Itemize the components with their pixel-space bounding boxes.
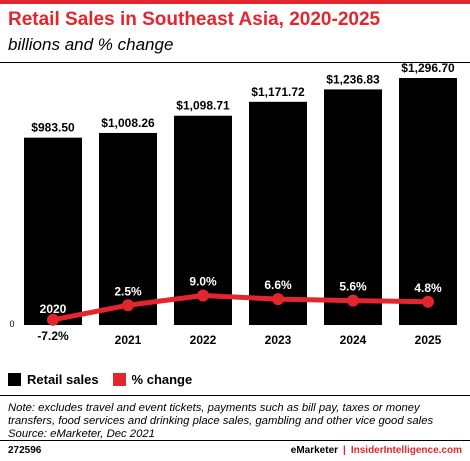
percent-change-labels: -7.2% 2.5% 9.0% 6.6% 5.6% 4.8%	[37, 275, 442, 343]
legend: Retail sales % change	[8, 372, 206, 387]
bar-value-label: $1,008.26	[101, 116, 155, 130]
bar-2023	[249, 101, 307, 325]
legend-label-percent-change: % change	[131, 372, 193, 387]
brand-emarketer: eMarketer	[290, 445, 339, 456]
bar-2020	[24, 137, 82, 325]
bar-value-labels: $983.50 $1,008.26 $1,098.71 $1,171.72 $1,236…	[31, 61, 455, 135]
zero-baseline-label: 0	[9, 319, 14, 329]
percent-change-label: 9.0%	[189, 275, 217, 289]
percent-change-series	[47, 289, 434, 326]
percent-change-line	[50, 293, 431, 323]
category-label: 2023	[265, 333, 292, 347]
category-label: 2022	[190, 333, 217, 347]
source-text: Source: eMarketer, Dec 2021	[8, 428, 155, 440]
brand-separator: |	[343, 445, 346, 456]
category-label: 2021	[115, 333, 142, 347]
category-labels: 2020 2021 2022 2023 2024 2025	[40, 302, 442, 347]
top-accent-bar	[0, 0, 470, 4]
legend-label-retail-sales: Retail sales	[27, 372, 99, 387]
legend-swatch-retail-sales	[8, 373, 21, 386]
note-text: Note: excludes travel and event tickets,…	[8, 402, 434, 427]
bar-2025	[399, 78, 457, 325]
category-label: 2020	[40, 302, 67, 316]
percent-change-label: 4.8%	[414, 281, 442, 295]
chart-notes: Note: excludes travel and event tickets,…	[8, 402, 464, 441]
percent-change-point	[272, 293, 284, 306]
header-divider	[0, 62, 470, 63]
legend-swatch-percent-change	[112, 373, 126, 386]
percent-change-point	[122, 299, 134, 312]
percent-change-point	[347, 294, 359, 307]
footer-divider-bottom	[0, 440, 470, 441]
percent-change-point	[197, 289, 209, 302]
bar-value-label: $1,171.72	[251, 85, 305, 99]
category-label: 2024	[340, 333, 367, 347]
percent-change-label: 2.5%	[114, 284, 142, 298]
chart-id: 272596	[8, 445, 42, 456]
category-label: 2025	[415, 333, 442, 347]
legend-item-retail-sales: Retail sales	[8, 372, 99, 387]
footer-divider-top	[0, 395, 470, 396]
percent-change-label: -7.2%	[37, 329, 69, 343]
chart-area: $983.50 $1,008.26 $1,098.71 $1,171.72 $1,236…	[9, 61, 457, 347]
chart-subtitle: billions and % change	[8, 35, 174, 54]
footer-brand: eMarketer | InsiderIntelligence.com	[291, 445, 462, 456]
bar-value-label: $1,236.83	[326, 72, 380, 86]
bar-value-label: $1,098.71	[176, 99, 230, 113]
bar-2024	[324, 89, 382, 325]
bar-value-label: $1,296.70	[401, 61, 455, 75]
percent-change-point	[422, 295, 434, 308]
chart-title: Retail Sales in Southeast Asia, 2020-202…	[8, 9, 381, 30]
bar-value-label: $983.50	[31, 121, 75, 135]
percent-change-label: 5.6%	[339, 280, 367, 294]
percent-change-label: 6.6%	[264, 278, 292, 292]
percent-change-point	[47, 313, 59, 326]
brand-insider-intelligence: InsiderIntelligence.com	[350, 445, 462, 456]
bar-2021	[99, 132, 157, 325]
legend-item-percent-change: % change	[112, 372, 193, 387]
bar-series	[24, 78, 457, 325]
